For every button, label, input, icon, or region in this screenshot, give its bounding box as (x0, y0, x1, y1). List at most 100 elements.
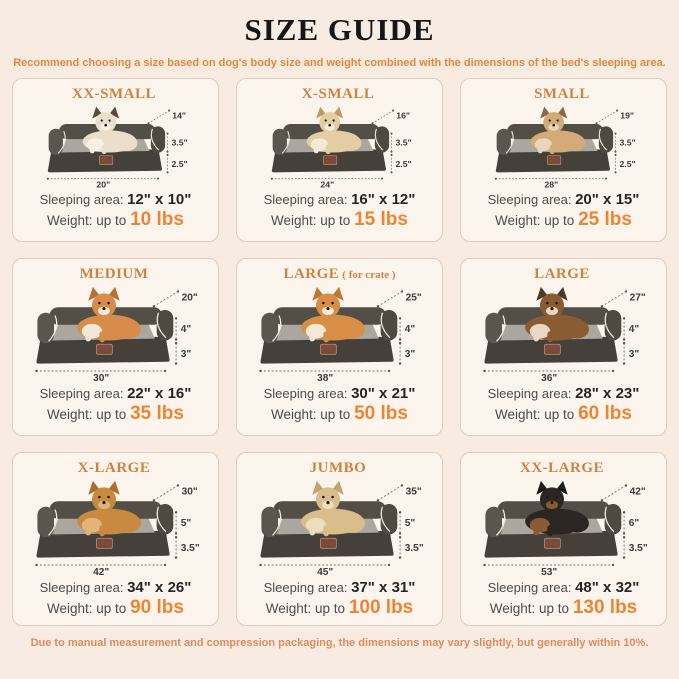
dimension-lines (259, 484, 404, 567)
sleeping-area-line: Sleeping area: 28" x 23" (488, 385, 640, 403)
pet-eye-right (332, 119, 336, 122)
piping-right (375, 128, 384, 151)
pet-ear-right (333, 106, 344, 119)
pet-chest (310, 138, 329, 151)
size-name: XX-LARGE (519, 460, 604, 476)
pet-front-leg (533, 523, 540, 536)
size-card-title: X-SMALL (302, 86, 378, 104)
page-title: SIZE GUIDE (244, 12, 435, 47)
piping-right (599, 128, 608, 151)
weight-line: Weight: up to 10 lbs (47, 209, 184, 231)
bed-left-arm (496, 128, 512, 155)
pet-haunch (565, 320, 590, 339)
piping-left (48, 315, 58, 342)
size-card-title: XX-LARGE (520, 460, 607, 478)
dimension-lines (259, 290, 404, 373)
pet-eye-right (556, 119, 560, 122)
pet-figure (301, 480, 366, 537)
pet-eye-right (555, 301, 559, 305)
dim-bolster-height: 5" (181, 518, 192, 529)
pet-ear-right (557, 480, 569, 495)
pet-head (316, 487, 341, 512)
pet-ear-right (109, 480, 121, 495)
pet-chest (534, 138, 553, 151)
weight-label: Weight: up to (271, 407, 351, 422)
pet-nose (550, 307, 554, 311)
brand-tag (96, 537, 114, 549)
size-card-title: MEDIUM (80, 266, 152, 284)
pet-front-leg (533, 329, 540, 342)
pet-haunch (341, 135, 362, 151)
pet-muzzle (98, 500, 111, 510)
sleeping-area-label: Sleeping area: (263, 192, 348, 207)
dim-bolster-height: 5" (405, 518, 416, 529)
sleeping-area-value: 20" x 15" (575, 191, 640, 208)
dimension-lines (35, 484, 180, 567)
pet-chest (82, 323, 103, 339)
weight-value: 90 lbs (130, 597, 184, 618)
size-name-suffix: ( for crate ) (342, 269, 396, 281)
dim-bolster-height: 3.5" (172, 137, 188, 147)
pet-ear-right (557, 286, 569, 301)
dim-depth: 35" (406, 487, 422, 498)
piping-left (282, 130, 290, 154)
bed-illustration: 25" 4" 3" 38" (259, 286, 422, 383)
bed-right-arm (375, 126, 390, 153)
pet-head (92, 293, 117, 318)
bed-right-arm (151, 126, 166, 153)
pet-nose (102, 501, 106, 505)
piping-right (381, 506, 391, 533)
weight-label: Weight: up to (495, 213, 575, 228)
pet-front-leg-2 (547, 525, 554, 537)
piping-left (496, 315, 506, 342)
piping-right (381, 312, 391, 339)
sleeping-area-value: 34" x 26" (127, 579, 192, 596)
bed-left-arm (37, 312, 55, 344)
bed-left-arm (485, 506, 503, 538)
pet-muzzle (100, 123, 112, 131)
pet-front-leg-2 (323, 525, 330, 537)
dim-base-height: 2.5" (396, 159, 412, 169)
piping-left (58, 130, 66, 154)
pet-ear-left (312, 480, 324, 495)
pet-muzzle (548, 123, 560, 131)
size-card-x-large: X-LARGE (12, 452, 219, 626)
bed-right-arm (157, 503, 174, 535)
pet-front-leg-2 (99, 525, 106, 537)
size-card-title: LARGE( for crate ) (283, 266, 395, 284)
pet-haunch (341, 320, 366, 339)
piping-left (272, 315, 282, 342)
bed-right-arm (599, 126, 614, 153)
bed-right-arm (381, 309, 398, 341)
size-card-xx-small: XX-SMALL (12, 78, 219, 242)
piping-left (48, 509, 58, 536)
pet-eye-left (546, 301, 550, 305)
dim-bolster-height: 3.5" (620, 137, 636, 147)
dimension-lines (483, 484, 628, 567)
pet-front-leg-2 (99, 331, 106, 343)
brand-tag (320, 343, 338, 355)
pet-figure (301, 286, 366, 343)
weight-value: 50 lbs (354, 403, 408, 424)
sleeping-area-value: 16" x 12" (351, 191, 416, 208)
pet-nose (328, 123, 332, 127)
pet-figure (83, 106, 138, 155)
pet-chest (86, 138, 105, 151)
sleeping-area-line: Sleeping area: 30" x 21" (264, 385, 416, 403)
dim-base-height: 3" (405, 349, 416, 360)
size-name: JUMBO (309, 460, 367, 476)
pet-eye-left (98, 301, 102, 305)
weight-value: 60 lbs (578, 403, 632, 424)
weight-label: Weight: up to (47, 407, 127, 422)
dim-base-height: 3.5" (629, 543, 648, 554)
size-card-large: LARGE (460, 258, 667, 436)
dim-depth: 19" (621, 110, 635, 120)
sleeping-area-line: Sleeping area: 37" x 31" (264, 579, 416, 597)
weight-line: Weight: up to 130 lbs (490, 597, 638, 619)
brand-tag (99, 155, 114, 165)
sleeping-area-value: 37" x 31" (351, 579, 416, 596)
bed-illustration: 19" 3.5" 2.5" 28" (495, 106, 636, 189)
weight-line: Weight: up to 35 lbs (47, 403, 184, 425)
pet-front-leg (314, 143, 319, 154)
